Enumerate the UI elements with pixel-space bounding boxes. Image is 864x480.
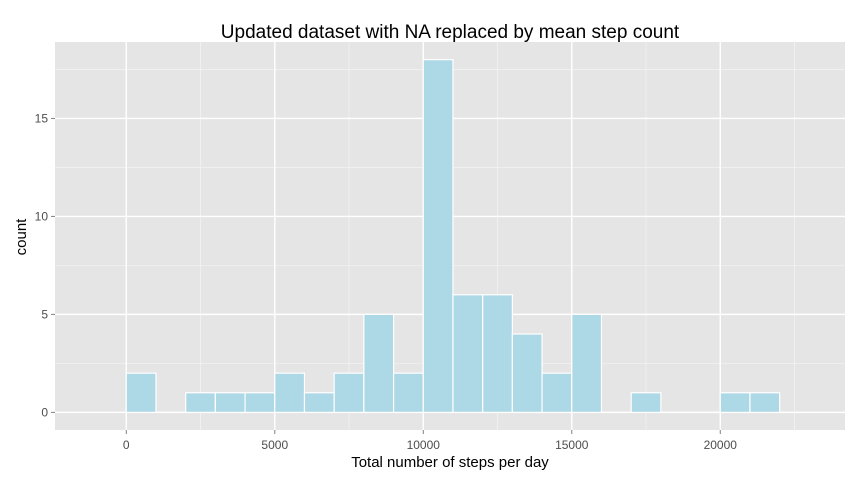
y-tick-label: 0 xyxy=(41,405,48,419)
y-tick-label: 5 xyxy=(41,307,48,321)
histogram-bar xyxy=(125,372,157,413)
histogram-bar xyxy=(422,59,454,413)
y-tick-labels: 0 5 10 15 xyxy=(35,111,49,419)
histogram-bars xyxy=(125,59,781,413)
x-tick-label: 0 xyxy=(123,438,130,452)
histogram-bar xyxy=(452,294,484,413)
y-tick-label: 15 xyxy=(35,111,49,125)
x-tick-labels: 0 5000 10000 15000 20000 xyxy=(123,438,737,452)
histogram-bar xyxy=(392,372,424,413)
histogram-bar xyxy=(719,392,751,413)
axis-ticks xyxy=(51,117,721,434)
x-tick-label: 5000 xyxy=(261,438,288,452)
histogram-bar xyxy=(274,372,306,413)
x-axis-label: Total number of steps per day xyxy=(351,454,549,471)
x-tick-label: 20000 xyxy=(704,438,738,452)
histogram-bar xyxy=(511,333,543,413)
histogram-bar xyxy=(303,392,335,413)
histogram-bar xyxy=(185,392,216,413)
x-tick-label: 15000 xyxy=(555,438,589,452)
histogram-bar xyxy=(244,392,276,413)
histogram-bar xyxy=(571,313,603,413)
histogram-bar xyxy=(749,392,781,413)
y-tick-label: 10 xyxy=(35,209,49,223)
y-axis-label: count xyxy=(13,218,30,256)
x-tick-label: 10000 xyxy=(407,438,441,452)
chart-title: Updated dataset with NA replaced by mean… xyxy=(221,22,680,43)
histogram-bar xyxy=(630,392,662,413)
histogram-bar xyxy=(333,372,365,413)
histogram-bar xyxy=(482,294,513,413)
histogram-bar xyxy=(214,392,246,413)
histogram-bar xyxy=(541,372,573,413)
histogram-bar xyxy=(363,313,395,413)
